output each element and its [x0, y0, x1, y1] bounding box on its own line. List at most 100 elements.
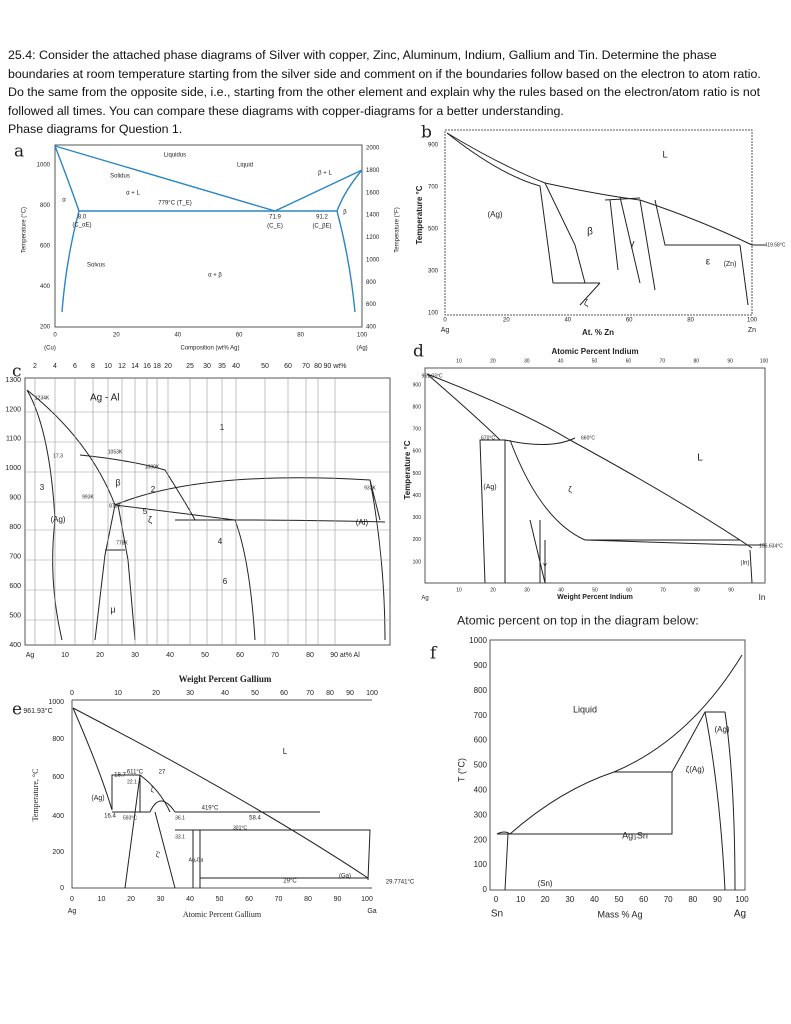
label: 33.1 — [175, 834, 185, 840]
label: 10 — [98, 896, 106, 903]
label: In — [759, 593, 766, 602]
label: 50 — [201, 652, 209, 659]
liquidus — [446, 132, 753, 246]
label: 1000 — [469, 636, 487, 645]
label: 22.1 — [127, 779, 137, 785]
label: 17.3 — [53, 453, 63, 459]
liquidus — [54, 145, 363, 212]
label: Solvus — [87, 263, 105, 269]
label: (Ag) — [356, 346, 367, 352]
label: 1000K — [145, 464, 160, 470]
label: 1000 — [48, 699, 64, 706]
label: 25 — [186, 363, 194, 370]
label: 400 — [474, 786, 488, 795]
label: 300 — [474, 810, 488, 819]
frame — [71, 699, 372, 889]
label: 400 — [366, 325, 377, 331]
label: 700 — [428, 185, 439, 191]
label: 0 — [60, 885, 64, 892]
label: T (°C) — [456, 758, 466, 782]
label: 800 — [474, 686, 488, 695]
label: 10 — [104, 363, 112, 370]
phase-boundary — [26, 389, 386, 641]
label: Ag — [421, 596, 428, 602]
label: 90 — [713, 895, 722, 904]
label: 80 — [687, 318, 694, 324]
label: 100 — [760, 358, 769, 364]
label: 670°C — [481, 435, 495, 441]
label: 0 — [443, 318, 447, 324]
label: 90 wt% — [324, 363, 347, 370]
label: 20 — [164, 363, 172, 370]
label: 200 — [413, 537, 422, 543]
label: 300 — [413, 515, 422, 521]
panel-letter: e — [12, 700, 22, 720]
label: 1053K — [108, 449, 123, 455]
label: (Ag) — [50, 515, 65, 524]
label: 900 — [9, 495, 21, 502]
label: Temperature, °C — [31, 769, 40, 822]
label: (Ag) — [91, 795, 104, 802]
label: 16 — [143, 363, 151, 370]
label: 16.4 — [104, 814, 116, 820]
label: 419°C — [202, 806, 219, 812]
label: 301°C — [233, 825, 247, 831]
label: (Al) — [356, 518, 369, 527]
label: 0 — [70, 896, 74, 903]
label: γ — [543, 562, 547, 569]
solidus — [54, 145, 80, 313]
label: 10 — [114, 690, 122, 697]
label: 800 — [52, 736, 64, 743]
label: 80 — [326, 690, 334, 697]
label: 50 — [251, 690, 259, 697]
label: 900 — [428, 143, 439, 149]
label: 80 — [694, 587, 700, 593]
label: Solidus — [110, 174, 130, 180]
label: 36.1 — [175, 815, 185, 821]
label: 1000 — [37, 163, 51, 169]
label: 40 — [558, 587, 564, 593]
label: 1800 — [366, 168, 380, 174]
label: 80 — [314, 363, 322, 370]
label: 60 — [280, 690, 288, 697]
label: ζ — [148, 514, 152, 524]
label: 1000 — [5, 465, 21, 472]
label: 10 — [61, 652, 69, 659]
label: 50 — [216, 896, 224, 903]
label: (Cu) — [44, 346, 56, 352]
label: μ — [110, 604, 115, 614]
label: 90 at% Al — [330, 652, 360, 659]
label: (Ag) — [714, 725, 729, 734]
label: 30 — [203, 363, 211, 370]
label: 961.93°C — [422, 373, 443, 379]
label: 600 — [366, 302, 377, 308]
label: 80 — [304, 896, 312, 903]
label: Liquid — [237, 163, 253, 169]
label: α — [62, 198, 66, 204]
label: 60 — [245, 896, 253, 903]
label: 8 — [91, 363, 95, 370]
label: 20 — [113, 333, 120, 339]
label: 933K — [364, 485, 376, 491]
label: 600 — [413, 449, 422, 455]
label: Ag — [441, 327, 450, 334]
panel-letter: d — [413, 342, 424, 362]
label: 40 — [558, 358, 564, 364]
label: (C_E) — [267, 224, 283, 230]
label: 80 — [306, 652, 314, 659]
label: 100 — [361, 896, 373, 903]
label: ζ(Ag) — [686, 765, 705, 774]
phase-boundary — [72, 707, 371, 889]
label: 18.7 — [114, 773, 126, 779]
label: 1100 — [6, 436, 21, 443]
label: 40 — [590, 895, 599, 904]
label: 40 — [564, 318, 571, 324]
label: 35 — [218, 363, 226, 370]
label: Liquidus — [164, 153, 186, 159]
label: Ag — [26, 652, 35, 659]
label: 20 — [127, 896, 135, 903]
label: 0 — [494, 895, 499, 904]
label: 80 — [688, 895, 697, 904]
label: Mass % Ag — [597, 909, 642, 919]
label: 10 — [516, 895, 525, 904]
